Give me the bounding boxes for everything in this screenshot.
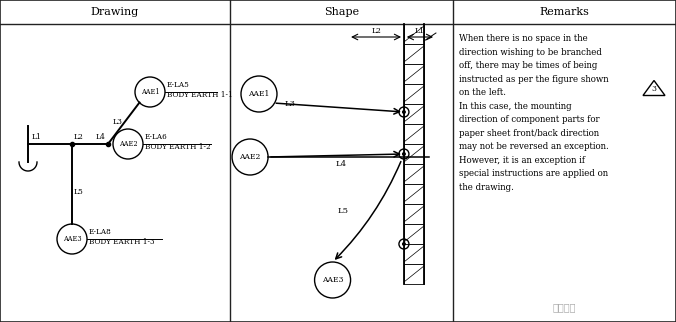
Bar — [404, 184, 424, 204]
Text: AAE1: AAE1 — [248, 90, 270, 98]
Circle shape — [402, 242, 406, 246]
Text: L4: L4 — [336, 160, 347, 168]
Text: L5: L5 — [337, 207, 349, 215]
Text: E-LA6: E-LA6 — [145, 133, 168, 141]
Text: L1: L1 — [415, 27, 425, 35]
Text: special instructions are applied on: special instructions are applied on — [459, 169, 608, 178]
Text: L1: L1 — [32, 133, 42, 141]
Text: 3: 3 — [652, 84, 656, 92]
Text: BODY EARTH 1-3: BODY EARTH 1-3 — [89, 238, 155, 246]
Text: direction of component parts for: direction of component parts for — [459, 115, 600, 124]
Text: L3: L3 — [285, 100, 296, 108]
Bar — [404, 264, 424, 284]
Text: Shape: Shape — [324, 7, 359, 17]
Circle shape — [402, 152, 406, 156]
Text: on the left.: on the left. — [459, 88, 506, 97]
Text: However, it is an exception if: However, it is an exception if — [459, 156, 585, 165]
Text: In this case, the mounting: In this case, the mounting — [459, 101, 572, 110]
Text: L4: L4 — [96, 133, 106, 141]
Bar — [404, 124, 424, 144]
Text: AAE3: AAE3 — [63, 235, 81, 243]
Text: instructed as per the figure shown: instructed as per the figure shown — [459, 74, 608, 83]
Bar — [404, 64, 424, 84]
Text: AAE2: AAE2 — [239, 153, 261, 161]
Text: off, there may be times of being: off, there may be times of being — [459, 61, 598, 70]
Text: the drawing.: the drawing. — [459, 183, 514, 192]
Text: AAE1: AAE1 — [141, 88, 160, 96]
Text: L2: L2 — [371, 27, 381, 35]
Text: L3: L3 — [113, 118, 123, 126]
Text: AAE2: AAE2 — [119, 140, 137, 148]
Text: AAE3: AAE3 — [322, 276, 343, 284]
Text: L2: L2 — [74, 133, 84, 141]
Text: direction wishing to be branched: direction wishing to be branched — [459, 48, 602, 56]
Bar — [404, 144, 424, 164]
Text: Remarks: Remarks — [539, 7, 589, 17]
Bar — [404, 104, 424, 124]
Bar — [404, 24, 424, 44]
Text: 线束专家: 线束专家 — [553, 302, 576, 312]
Bar — [404, 164, 424, 184]
Text: BODY EARTH 1-2: BODY EARTH 1-2 — [145, 143, 211, 151]
Bar — [404, 224, 424, 244]
Text: When there is no space in the: When there is no space in the — [459, 34, 587, 43]
Text: Drawing: Drawing — [91, 7, 139, 17]
Text: E-LA8: E-LA8 — [89, 228, 112, 236]
Text: L5: L5 — [74, 188, 84, 196]
Bar — [404, 84, 424, 104]
Text: may not be reversed an exception.: may not be reversed an exception. — [459, 142, 609, 151]
Bar — [404, 204, 424, 224]
Text: E-LA5: E-LA5 — [167, 81, 190, 89]
Circle shape — [402, 110, 406, 114]
Bar — [404, 44, 424, 64]
Text: BODY EARTH 1-1: BODY EARTH 1-1 — [167, 91, 233, 99]
Text: paper sheet front/back direction: paper sheet front/back direction — [459, 128, 599, 137]
Bar — [404, 244, 424, 264]
